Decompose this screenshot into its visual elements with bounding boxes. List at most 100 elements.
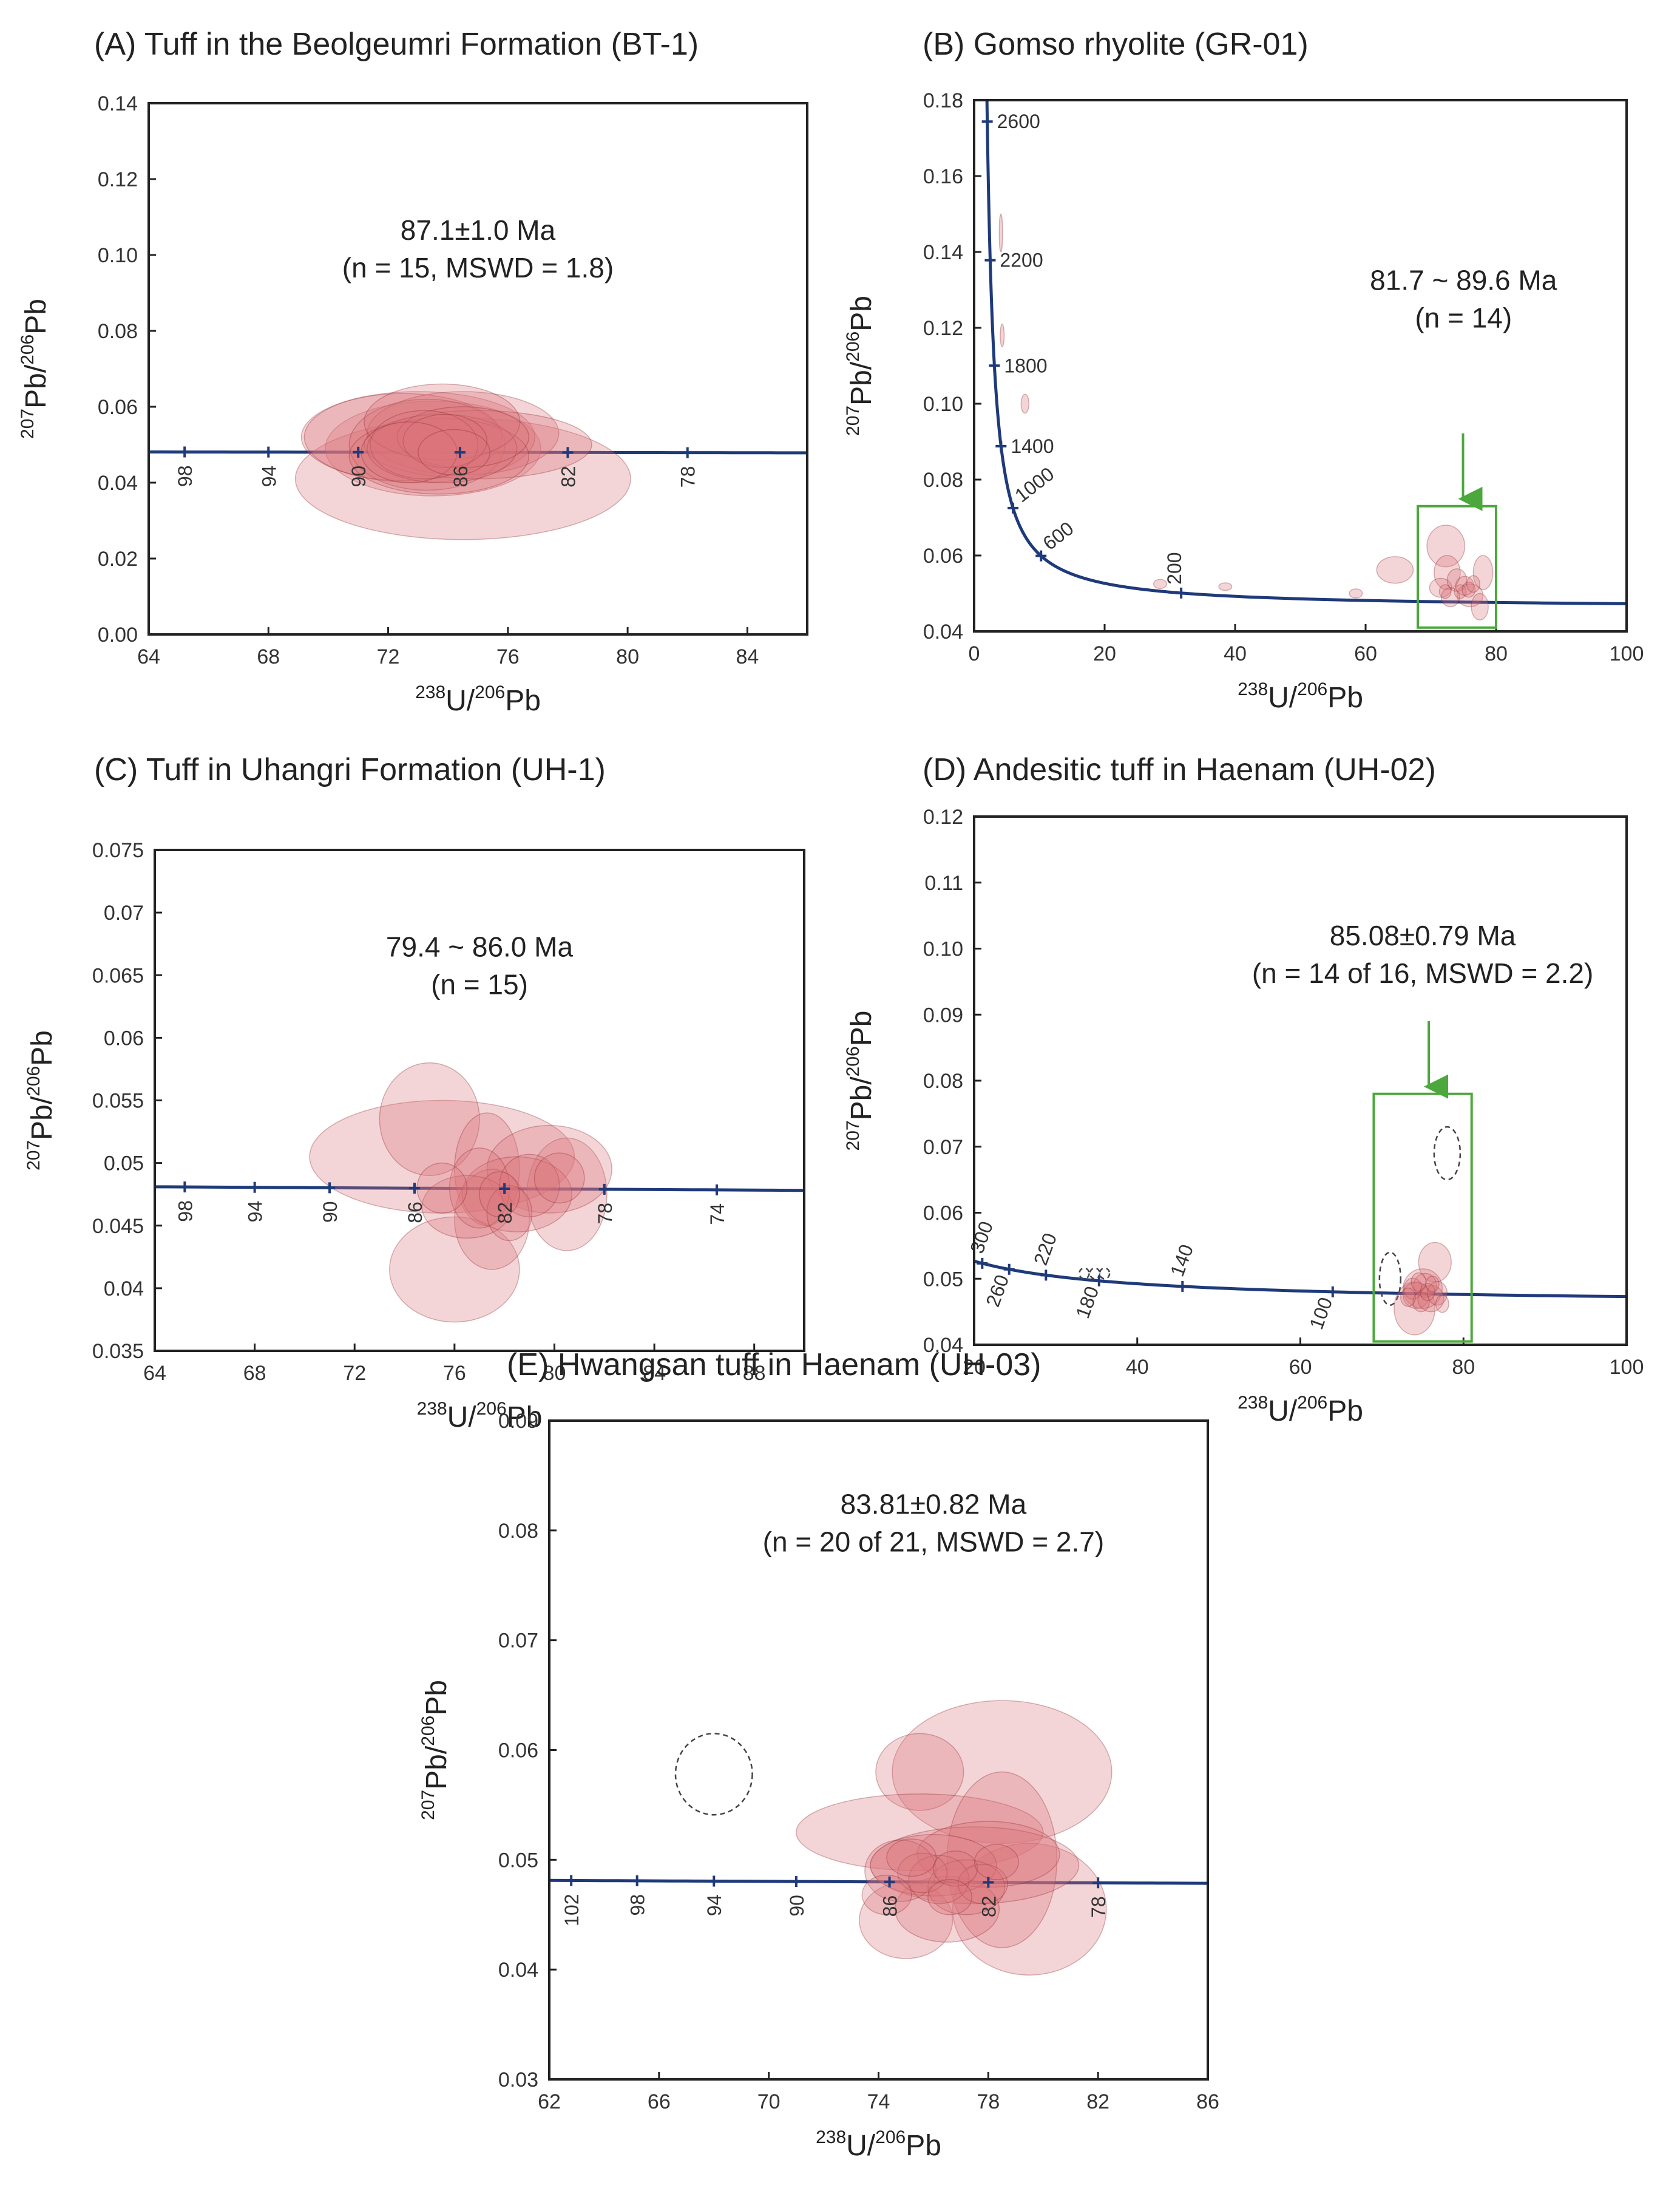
data-ellipse <box>421 1175 513 1239</box>
y-tick-label: 0.10 <box>923 393 963 416</box>
data-ellipse <box>1426 525 1466 568</box>
data-ellipse <box>796 1793 1044 1872</box>
data-ellipse <box>1413 1273 1437 1298</box>
age-annotation: (n = 15, MSWD = 1.8) <box>342 252 614 284</box>
concordia-age-label: 78 <box>1088 1896 1109 1918</box>
y-tick-label: 0.00 <box>98 624 138 647</box>
chart-panel-a: (A) Tuff in the Beolgeumri Formation (BT… <box>18 27 808 717</box>
y-tick-label: 0.07 <box>104 902 144 925</box>
age-annotation: (n = 14) <box>1415 302 1512 334</box>
concordia-age-label: 1000 <box>1011 463 1058 506</box>
x-axis-label: 238U/206Pb <box>1238 1393 1363 1427</box>
age-annotation: 85.08±0.79 Ma <box>1330 920 1516 951</box>
excluded-ellipse <box>1433 1126 1462 1181</box>
data-ellipse <box>875 1733 964 1811</box>
concordia-age-label: 2600 <box>997 110 1040 132</box>
y-tick-label: 0.04 <box>104 1277 144 1300</box>
concordia-age-label: 600 <box>1038 517 1077 554</box>
y-axis-label: 207Pb/206Pb <box>418 1680 453 1820</box>
data-ellipse <box>454 1169 530 1270</box>
chart-panel-b: (B) Gomso rhyolite (GR-01) 0 20 40 60 80 100 0.… <box>843 27 1644 714</box>
plot-area <box>155 1062 804 1323</box>
concordia-age-label: 100 <box>1305 1294 1336 1332</box>
data-ellipse <box>418 429 490 476</box>
data-ellipse <box>1153 579 1167 590</box>
plot-frame <box>147 102 808 636</box>
data-ellipse <box>1425 1276 1440 1293</box>
data-ellipse <box>892 1700 1113 1844</box>
x-tick-label: 76 <box>496 645 520 668</box>
x-tick-label: 40 <box>1126 1356 1149 1379</box>
plot-area <box>981 100 1627 620</box>
concordia-age-label: 98 <box>627 1894 649 1916</box>
excluded-ellipse <box>674 1733 753 1816</box>
concordia-age-label: 98 <box>174 465 196 487</box>
concordia-age-label: 82 <box>557 466 579 488</box>
x-tick-label: 80 <box>616 645 639 668</box>
data-ellipse <box>897 1852 948 1894</box>
x-axis-label: 238U/206Pb <box>1238 679 1363 714</box>
chart-panel-d: (D) Andesitic tuff in Haenam (UH-02) 20 40… <box>843 752 1644 1427</box>
data-ellipse <box>952 1843 1107 1976</box>
concordia-age-label: 220 <box>1029 1230 1061 1268</box>
y-tick-label: 0.12 <box>98 168 138 191</box>
x-tick-label: 66 <box>648 2090 671 2113</box>
x-tick-label: 20 <box>1093 642 1116 665</box>
x-axis-label: 238U/206Pb <box>417 1399 543 1433</box>
y-tick-label: 0.07 <box>498 1629 538 1653</box>
y-tick-label: 0.02 <box>98 548 138 571</box>
data-ellipse <box>1446 568 1468 593</box>
y-tick-label: 0.06 <box>104 1027 144 1050</box>
data-ellipse <box>1471 593 1489 620</box>
data-ellipse <box>1403 1281 1430 1309</box>
data-ellipse <box>364 410 592 480</box>
data-ellipse <box>1455 576 1475 596</box>
concordia-curve <box>985 100 1627 605</box>
x-tick-label: 84 <box>643 1362 666 1385</box>
data-ellipse <box>367 413 518 483</box>
data-ellipse <box>1435 1294 1449 1313</box>
excluded-ellipse <box>1378 1251 1402 1306</box>
x-tick-label: 60 <box>1289 1356 1312 1379</box>
chart-panel-c: (C) Tuff in Uhangri Formation (UH-1) 64 68… <box>24 752 805 1433</box>
concordia-age-label: 86 <box>879 1895 901 1917</box>
concordia-age-label: 94 <box>258 466 280 488</box>
plot-frame <box>548 1419 1209 2081</box>
plot-frame <box>973 99 1628 633</box>
x-tick-label: 80 <box>1485 642 1508 665</box>
y-axis-label: 207Pb/206Pb <box>843 296 878 436</box>
highlight-box <box>1372 1092 1473 1343</box>
concordia-age-label: 90 <box>348 466 370 488</box>
data-ellipse <box>1420 1283 1435 1301</box>
excluded-ellipse <box>1079 1267 1090 1280</box>
data-ellipse <box>479 1171 520 1218</box>
data-ellipse <box>461 1156 573 1232</box>
data-ellipse <box>364 383 521 461</box>
y-tick-label: 0.045 <box>92 1215 144 1238</box>
y-tick-label: 0.05 <box>923 1268 963 1291</box>
x-tick-label: 64 <box>143 1362 166 1385</box>
chart-title: (C) Tuff in Uhangri Formation (UH-1) <box>94 752 606 787</box>
data-ellipse <box>370 410 479 480</box>
age-annotation: 83.81±0.82 Ma <box>841 1489 1027 1520</box>
data-ellipse <box>933 1850 978 1887</box>
y-tick-label: 0.14 <box>98 92 138 115</box>
x-tick-label: 60 <box>1354 642 1377 665</box>
x-tick-label: 62 <box>538 2090 561 2113</box>
x-tick-label: 20 <box>963 1356 986 1379</box>
data-ellipse <box>1429 577 1452 598</box>
y-tick-label: 0.09 <box>498 1410 538 1433</box>
data-ellipse <box>864 1840 937 1902</box>
data-ellipse <box>1020 393 1030 414</box>
y-tick-label: 0.16 <box>923 165 963 188</box>
data-ellipse <box>861 1874 912 1915</box>
y-tick-label: 0.08 <box>498 1520 538 1543</box>
plot-area <box>549 1700 1208 1976</box>
y-tick-label: 0.14 <box>923 241 963 264</box>
data-ellipse <box>1462 582 1476 598</box>
data-ellipse <box>1376 556 1414 584</box>
y-tick-label: 0.075 <box>92 839 144 862</box>
data-ellipse <box>526 1137 608 1251</box>
chart-title: (E) Hwangsan tuff in Haenam (UH-03) <box>507 1347 1042 1382</box>
